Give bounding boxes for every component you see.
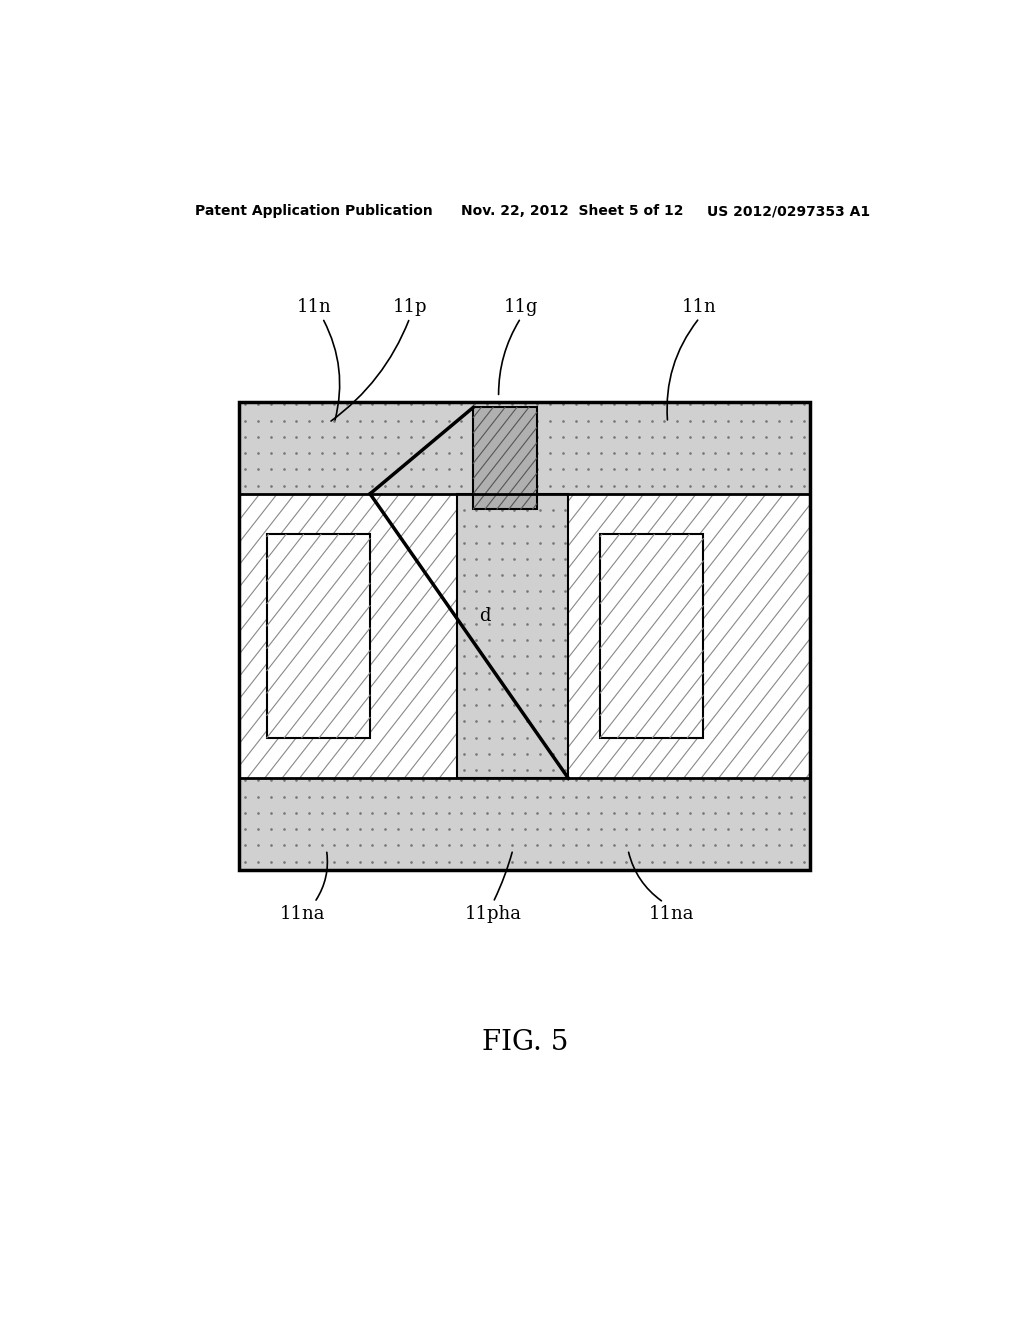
Text: 11pha: 11pha bbox=[465, 906, 521, 924]
Text: Nov. 22, 2012  Sheet 5 of 12: Nov. 22, 2012 Sheet 5 of 12 bbox=[461, 205, 684, 218]
Bar bbox=[600, 535, 703, 738]
Text: 11p: 11p bbox=[392, 298, 427, 315]
Bar bbox=[473, 408, 537, 510]
Bar bbox=[240, 403, 811, 494]
Bar bbox=[267, 535, 370, 738]
Text: 11n: 11n bbox=[682, 298, 717, 315]
Text: FIG. 5: FIG. 5 bbox=[481, 1030, 568, 1056]
Text: Patent Application Publication: Patent Application Publication bbox=[196, 205, 433, 218]
Bar bbox=[240, 494, 811, 779]
Text: 11na: 11na bbox=[280, 906, 326, 924]
Text: d: d bbox=[479, 607, 490, 624]
Text: 11na: 11na bbox=[649, 906, 694, 924]
Text: 11n: 11n bbox=[297, 298, 332, 315]
Text: 11g: 11g bbox=[504, 298, 538, 315]
Bar bbox=[458, 494, 568, 779]
Bar bbox=[240, 403, 811, 870]
Bar bbox=[240, 779, 811, 870]
Text: US 2012/0297353 A1: US 2012/0297353 A1 bbox=[708, 205, 870, 218]
